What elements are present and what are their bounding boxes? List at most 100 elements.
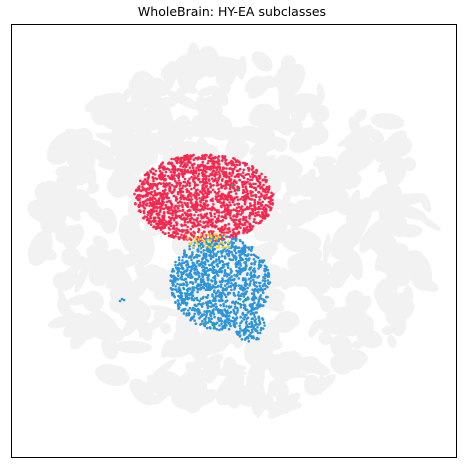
upper-cluster-cell	[190, 198, 194, 201]
upper-cluster-cell	[207, 167, 211, 170]
lower-cluster-cell	[202, 313, 206, 316]
lower-cluster-cell	[261, 318, 265, 321]
background-cell	[362, 329, 379, 346]
upper-cluster-cell	[260, 219, 264, 223]
upper-cluster-cell	[193, 174, 196, 178]
upper-cluster-cell	[143, 207, 147, 210]
lower-cluster-cell	[193, 319, 196, 322]
upper-cluster-cell	[182, 216, 186, 220]
background-cell	[330, 354, 352, 375]
lower-cluster-cell	[214, 302, 217, 306]
background-cell	[369, 183, 403, 211]
upper-cluster-cell	[214, 156, 217, 159]
lower-cluster-cell	[202, 273, 206, 277]
lower-cluster-cell	[249, 325, 253, 329]
upper-cluster-cell	[190, 175, 193, 179]
upper-cluster-cell	[211, 156, 215, 160]
upper-cluster-cell	[152, 225, 155, 229]
upper-cluster-cell	[270, 191, 273, 195]
lower-cluster-cell	[202, 286, 206, 290]
upper-cluster-cell	[203, 177, 207, 181]
upper-cluster-cell	[184, 165, 188, 169]
lower-cluster-cell	[245, 290, 249, 293]
lower-cluster-cell	[250, 320, 253, 324]
background-cell	[60, 274, 81, 291]
upper-cluster-cell	[159, 228, 163, 231]
lower-cluster-cell	[235, 256, 238, 259]
upper-cluster-cell	[254, 221, 258, 224]
upper-cluster-cell	[247, 169, 251, 172]
upper-cluster-cell	[235, 181, 238, 185]
upper-cluster-cell	[224, 223, 227, 227]
upper-cluster-cell	[254, 188, 258, 192]
lower-cluster-cell	[176, 290, 179, 293]
lower-cluster-cell	[252, 293, 256, 297]
lower-cluster-cell	[213, 243, 217, 247]
upper-cluster-cell	[196, 203, 200, 207]
lower-cluster-cell	[205, 313, 208, 317]
upper-cluster-cell	[262, 183, 265, 187]
upper-cluster-cell	[146, 171, 149, 174]
lower-cluster-cell	[208, 310, 211, 313]
upper-cluster-cell	[136, 198, 140, 202]
lower-cluster-cell	[254, 318, 257, 321]
upper-cluster-cell	[155, 209, 158, 213]
lower-cluster-cell	[245, 258, 249, 261]
lower-cluster-cell	[221, 279, 224, 283]
upper-cluster-cell	[176, 232, 180, 235]
upper-cluster-cell	[169, 221, 173, 225]
background-cell	[98, 157, 121, 168]
lower-cluster-cells	[118, 235, 272, 343]
upper-cluster-cell	[254, 182, 257, 186]
boundary-cell	[220, 241, 224, 244]
lower-cluster-cell	[236, 332, 239, 335]
lower-cluster-cell	[223, 326, 227, 330]
background-cell	[179, 82, 198, 94]
background-cell	[150, 358, 177, 380]
boundary-cell	[185, 233, 188, 236]
background-cell	[99, 207, 118, 234]
upper-cluster-cell	[206, 162, 210, 165]
lower-cluster-cell	[241, 278, 245, 282]
upper-cluster-cell	[199, 201, 203, 204]
lower-cluster-cell	[237, 277, 241, 280]
upper-cluster-cell	[227, 193, 231, 196]
upper-cluster-cell	[193, 213, 196, 217]
background-cell	[281, 63, 306, 97]
lower-cluster-cell	[216, 274, 220, 277]
upper-cluster-cell	[241, 185, 245, 189]
upper-cluster-cell	[169, 170, 173, 174]
upper-cluster-cell	[176, 158, 180, 161]
lower-cluster-cell	[247, 329, 250, 333]
upper-cluster-cell	[222, 168, 225, 171]
upper-cluster-cell	[236, 185, 239, 188]
lower-cluster-cell	[256, 291, 260, 294]
upper-cluster-cell	[228, 212, 232, 216]
lower-cluster-cell	[181, 255, 185, 259]
background-cell	[295, 357, 331, 376]
upper-cluster-cell	[212, 162, 216, 166]
lower-cluster-cell	[200, 305, 204, 308]
upper-cluster-cell	[223, 204, 226, 208]
upper-cluster-cell	[191, 206, 195, 209]
upper-cluster-cell	[174, 208, 177, 212]
upper-cluster-cell	[242, 198, 245, 202]
lower-cluster-cell	[245, 283, 249, 286]
upper-cluster-cell	[166, 174, 170, 178]
background-cell	[201, 353, 224, 370]
lower-cluster-cell	[198, 311, 202, 315]
upper-cluster-cell	[238, 163, 241, 167]
upper-cluster-cell	[253, 206, 257, 209]
upper-cluster-cell	[149, 182, 153, 186]
upper-cluster-cell	[155, 177, 159, 181]
upper-cluster-cell	[192, 153, 195, 157]
lower-cluster-cell	[257, 256, 260, 260]
lower-cluster-cell	[234, 282, 237, 285]
lower-cluster-cell	[254, 320, 257, 324]
lower-cluster-cell	[224, 295, 228, 299]
upper-cluster-cell	[203, 230, 206, 234]
upper-cluster-cell	[141, 204, 144, 208]
upper-cluster-cell	[235, 225, 238, 228]
background-cell	[153, 267, 169, 286]
upper-cluster-cell	[205, 184, 208, 188]
